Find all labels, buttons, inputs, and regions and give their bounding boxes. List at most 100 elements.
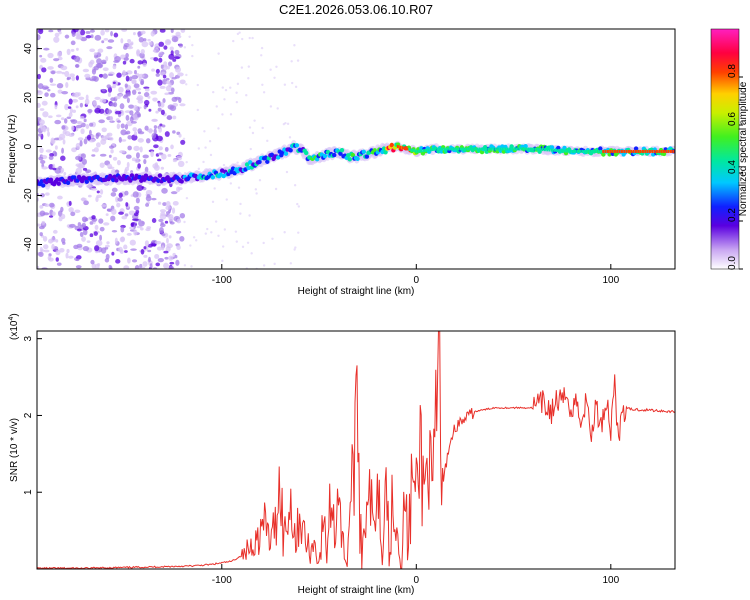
ridge-core-mark <box>518 147 521 151</box>
noise-mark <box>51 211 56 216</box>
noise-mark <box>158 218 164 223</box>
colorbar-label: Normalized spectral amplitude <box>738 81 749 216</box>
noise-mark <box>109 265 113 269</box>
ridge-core-mark <box>555 148 558 152</box>
ridge-core-mark <box>578 149 581 153</box>
noise-mark <box>67 106 72 109</box>
noise-mark <box>114 110 122 115</box>
ridge-core-mark <box>515 147 518 151</box>
noise-mark <box>82 68 90 73</box>
noise-mark <box>58 133 66 140</box>
noise-mark <box>235 100 239 104</box>
noise-mark <box>78 96 85 100</box>
noise-mark <box>296 202 299 206</box>
ridge-core-mark <box>590 149 593 153</box>
noise-mark <box>161 153 167 160</box>
noise-mark <box>73 55 81 63</box>
noise-mark <box>297 231 300 234</box>
noise-mark <box>241 245 245 249</box>
noise-mark <box>155 68 160 74</box>
noise-mark <box>203 130 206 133</box>
noise-mark <box>111 208 117 215</box>
noise-mark <box>234 230 238 233</box>
noise-mark <box>61 90 69 95</box>
ridge-core-mark <box>543 148 546 152</box>
noise-mark <box>70 40 76 46</box>
noise-mark <box>248 214 251 217</box>
noise-mark <box>212 90 215 94</box>
noise-mark <box>235 240 238 243</box>
snr-series-line <box>37 331 675 569</box>
spectrogram-frame <box>36 28 676 270</box>
ridge-core-mark <box>448 147 451 151</box>
noise-mark <box>103 222 110 226</box>
noise-mark <box>85 184 92 188</box>
noise-mark <box>221 245 225 248</box>
noise-mark <box>48 115 53 119</box>
noise-mark <box>48 155 54 160</box>
noise-mark <box>297 205 301 208</box>
noise-mark <box>250 252 253 255</box>
noise-mark <box>39 232 43 237</box>
noise-mark <box>96 62 104 69</box>
noise-mark <box>83 118 87 123</box>
ridge-core-mark <box>431 147 434 151</box>
noise-mark <box>37 223 41 227</box>
noise-mark <box>125 130 131 135</box>
noise-mark <box>158 51 163 57</box>
noise-mark <box>37 133 42 137</box>
noise-mark <box>283 231 286 234</box>
noise-mark <box>196 83 199 87</box>
ridge-core-mark <box>487 147 490 151</box>
ridge-mark <box>48 177 54 183</box>
noise-mark <box>189 244 192 247</box>
ridge-core-mark <box>450 147 453 151</box>
noise-mark <box>153 125 158 129</box>
noise-mark <box>124 83 128 88</box>
ridge-core-mark <box>441 147 444 151</box>
noise-mark <box>91 68 97 75</box>
noise-mark <box>229 86 232 89</box>
noise-mark <box>276 107 279 110</box>
ridge-core-mark <box>464 147 467 151</box>
noise-mark <box>99 162 105 168</box>
ridge-core-mark <box>592 149 595 153</box>
noise-mark <box>253 119 256 122</box>
ridge-core-mark <box>595 149 598 153</box>
noise-mark <box>82 167 88 171</box>
noise-mark <box>106 109 113 114</box>
noise-mark <box>122 95 128 99</box>
noise-mark <box>68 98 73 105</box>
ridge-mark <box>244 162 250 167</box>
noise-mark <box>166 243 173 249</box>
noise-mark <box>137 138 144 143</box>
noise-mark <box>72 109 77 114</box>
noise-mark <box>63 171 67 176</box>
noise-mark <box>146 128 154 133</box>
noise-mark <box>151 68 155 72</box>
noise-mark <box>80 153 86 159</box>
noise-mark <box>136 185 144 192</box>
ridge-core-mark <box>660 149 663 153</box>
noise-mark <box>282 122 286 126</box>
noise-mark <box>105 213 109 216</box>
noise-mark <box>50 137 55 144</box>
noise-mark <box>80 128 85 135</box>
ridge-mark <box>128 178 133 183</box>
ridge-core-mark <box>462 147 465 151</box>
noise-mark <box>171 77 177 80</box>
noise-mark <box>100 204 107 207</box>
noise-mark <box>239 202 242 206</box>
noise-mark <box>37 265 40 269</box>
noise-mark <box>125 154 132 159</box>
noise-mark <box>293 184 297 187</box>
noise-mark <box>151 197 157 201</box>
noise-mark <box>151 119 158 122</box>
noise-mark <box>142 62 147 67</box>
noise-mark <box>236 32 240 36</box>
noise-mark <box>77 121 81 124</box>
noise-mark <box>101 40 105 44</box>
ridge-core-mark <box>424 148 427 152</box>
noise-mark <box>215 105 218 108</box>
noise-mark <box>210 231 213 234</box>
